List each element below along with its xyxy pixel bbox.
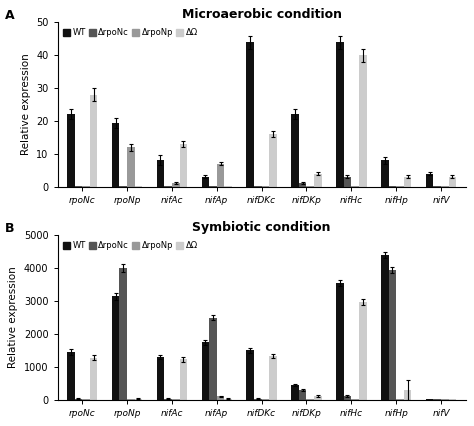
Bar [82, 186, 90, 187]
Bar [299, 183, 307, 187]
Bar [254, 399, 262, 400]
Bar [90, 357, 98, 400]
Bar [291, 385, 299, 400]
Bar [314, 396, 322, 400]
Title: Symbiotic condition: Symbiotic condition [192, 222, 331, 234]
Bar [254, 186, 262, 187]
Bar [157, 357, 164, 400]
Bar [269, 134, 277, 187]
Bar [381, 160, 389, 187]
Bar [172, 183, 180, 187]
Bar [269, 356, 277, 400]
Bar [351, 186, 359, 187]
Legend: WT, ΔrpoNc, ΔrpoNp, ΔΩ: WT, ΔrpoNc, ΔrpoNp, ΔΩ [62, 240, 200, 252]
Bar [344, 177, 351, 187]
Bar [209, 186, 217, 187]
Bar [164, 186, 172, 187]
Bar [426, 173, 433, 187]
Y-axis label: Relative expression: Relative expression [9, 267, 18, 368]
Bar [201, 342, 209, 400]
Y-axis label: Relative expression: Relative expression [20, 54, 31, 155]
Bar [180, 359, 187, 400]
Bar [74, 186, 82, 187]
Bar [291, 115, 299, 187]
Bar [209, 317, 217, 400]
Bar [127, 147, 135, 187]
Bar [224, 186, 232, 187]
Bar [359, 302, 366, 400]
Text: B: B [4, 222, 14, 236]
Bar [314, 173, 322, 187]
Bar [180, 144, 187, 187]
Bar [404, 390, 411, 400]
Bar [336, 283, 344, 400]
Bar [433, 186, 441, 187]
Bar [262, 186, 269, 187]
Bar [135, 186, 142, 187]
Title: Microaerobic condition: Microaerobic condition [182, 9, 342, 21]
Bar [441, 186, 448, 187]
Text: A: A [4, 9, 14, 23]
Bar [217, 396, 224, 400]
Bar [90, 95, 98, 187]
Bar [164, 399, 172, 400]
Bar [246, 42, 254, 187]
Bar [135, 399, 142, 400]
Bar [119, 268, 127, 400]
Bar [246, 351, 254, 400]
Bar [112, 123, 119, 187]
Bar [359, 55, 366, 187]
Bar [67, 352, 74, 400]
Bar [112, 296, 119, 400]
Bar [119, 186, 127, 187]
Bar [201, 177, 209, 187]
Bar [224, 399, 232, 400]
Bar [74, 399, 82, 400]
Bar [381, 255, 389, 400]
Bar [157, 160, 164, 187]
Bar [396, 186, 404, 187]
Bar [67, 115, 74, 187]
Legend: WT, ΔrpoNc, ΔrpoNp, ΔΩ: WT, ΔrpoNc, ΔrpoNp, ΔΩ [62, 27, 200, 39]
Bar [299, 390, 307, 400]
Bar [389, 186, 396, 187]
Bar [404, 177, 411, 187]
Bar [336, 42, 344, 187]
Bar [448, 177, 456, 187]
Bar [307, 186, 314, 187]
Bar [344, 396, 351, 400]
Bar [217, 164, 224, 187]
Bar [389, 270, 396, 400]
